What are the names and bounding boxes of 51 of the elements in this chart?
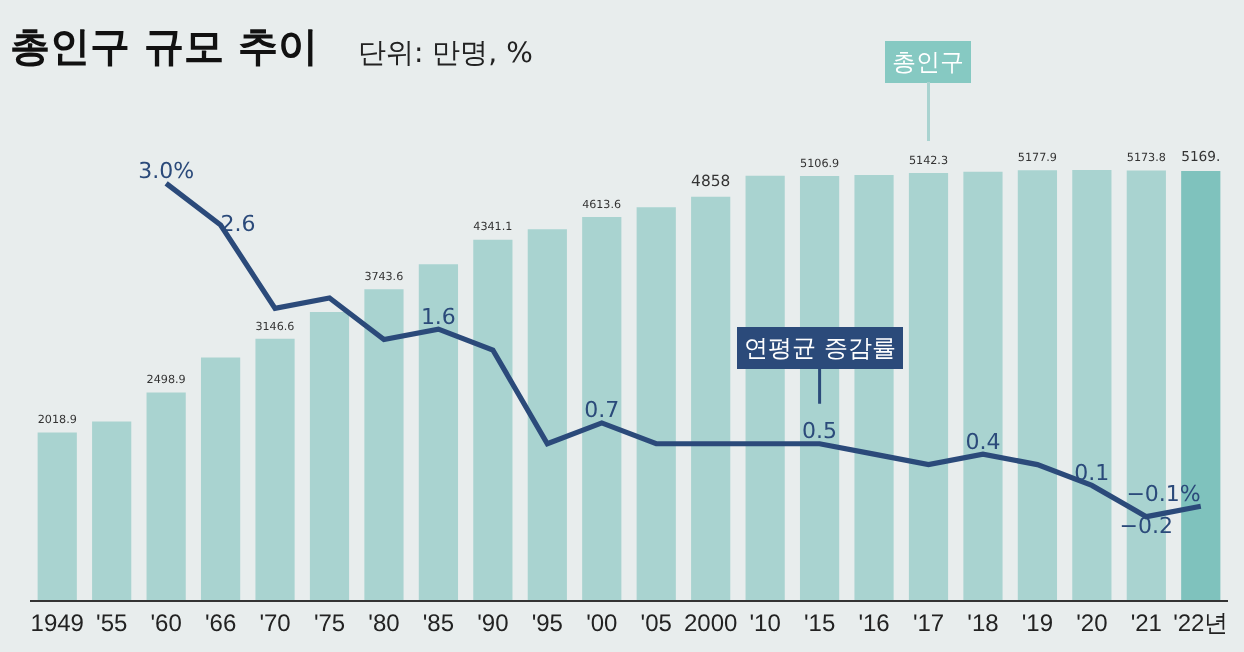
x-tick-label: '20 [1076, 609, 1109, 637]
x-tick-label: '60 [150, 609, 183, 637]
x-tick-label: 1949 [30, 609, 85, 637]
bar [146, 392, 186, 600]
x-tick-label: '16 [858, 609, 891, 637]
x-tick-label: '15 [803, 609, 836, 637]
data-label: −0.1% [1126, 480, 1201, 507]
bar [37, 432, 77, 600]
bar [92, 421, 132, 600]
x-tick-label: '95 [531, 609, 564, 637]
x-tick-label: '80 [368, 609, 401, 637]
x-tick-label: '90 [477, 609, 510, 637]
data-label: 3.0% [138, 157, 195, 184]
x-tick-label: '00 [586, 609, 619, 637]
bar [1072, 170, 1112, 600]
data-label: 0.5 [802, 418, 838, 445]
chart-subtitle: 단위: 만명, % [358, 38, 533, 70]
x-tick-label: '75 [313, 609, 346, 637]
data-label: 0.7 [584, 397, 620, 424]
bar [309, 311, 350, 600]
bar [636, 207, 676, 600]
bar [364, 289, 404, 600]
data-label: 0.1 [1074, 459, 1110, 486]
bar [1017, 170, 1058, 600]
x-tick-label: '55 [96, 609, 128, 637]
x-tick-label: 2000 [683, 609, 739, 637]
bar [418, 264, 459, 600]
x-tick-label: '70 [259, 609, 292, 637]
x-tick-label: '18 [967, 609, 1000, 637]
x-tick-label: '05 [640, 609, 673, 637]
x-tick-label: '21 [1130, 609, 1163, 637]
bar [255, 338, 295, 600]
bar [582, 217, 622, 600]
x-tick-label: '17 [912, 609, 945, 637]
x-tick-label: '19 [1021, 609, 1054, 637]
data-label: 0.4 [965, 428, 1001, 455]
bar [527, 229, 567, 600]
bar [200, 357, 241, 600]
chart-title: 총인구 규모 추이 [10, 22, 318, 70]
data-label: 1.6 [420, 303, 456, 330]
bar [963, 171, 1003, 600]
bar [908, 173, 949, 600]
x-tick-label: '85 [422, 609, 455, 637]
bar [691, 196, 731, 600]
x-tick-label: '22년 [1173, 609, 1229, 637]
text: 총인구 [892, 48, 964, 76]
x-tick-label: '66 [204, 609, 237, 637]
bar [473, 239, 513, 600]
data-label: −0.2 [1119, 513, 1174, 540]
text: 연평균 증감률 [744, 334, 896, 362]
x-tick-label: '10 [749, 609, 782, 637]
